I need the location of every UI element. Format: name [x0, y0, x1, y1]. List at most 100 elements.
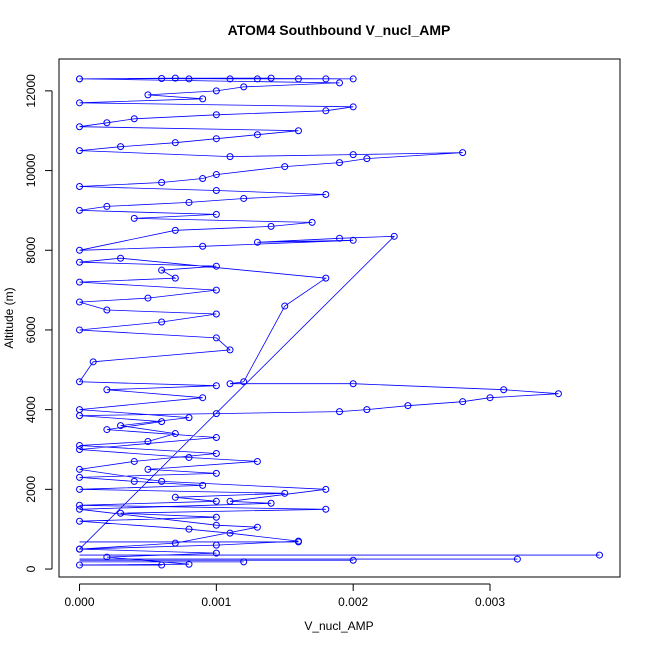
data-point: [76, 278, 84, 286]
data-point: [226, 153, 234, 161]
data-point: [294, 75, 302, 83]
data-point: [336, 234, 343, 242]
plot-frame: [58, 58, 621, 578]
data-point: [76, 442, 84, 450]
data-point: [212, 286, 220, 294]
data-point: [240, 558, 248, 566]
data-point: [185, 453, 193, 461]
data-point: [158, 561, 166, 569]
data-point: [89, 358, 97, 366]
data-point: [171, 274, 179, 282]
x-tick-label: 0.001: [201, 595, 231, 609]
data-point: [226, 75, 234, 83]
data-point: [336, 159, 343, 167]
x-tick-label: 0.003: [475, 595, 505, 609]
data-point: [226, 346, 234, 354]
data-point: [349, 380, 357, 388]
y-tick-label: 2000: [24, 476, 38, 503]
data-point: [212, 310, 220, 318]
data-point: [404, 402, 412, 410]
data-point: [103, 306, 111, 314]
data-point: [240, 83, 248, 91]
data-point: [144, 438, 152, 446]
data-point: [212, 469, 220, 477]
data-point: [336, 408, 343, 416]
data-point: [76, 485, 84, 493]
data-point: [117, 254, 125, 262]
data-point: [185, 525, 193, 533]
data-point: [171, 226, 179, 234]
data-point: [212, 382, 220, 390]
y-tick-label: 10000: [24, 154, 38, 188]
data-point: [130, 115, 138, 123]
data-point: [199, 95, 207, 103]
data-point: [253, 523, 261, 531]
data-point: [363, 406, 371, 414]
data-point: [294, 538, 302, 546]
data-point: [267, 499, 275, 507]
data-point: [226, 529, 234, 537]
data-point: [294, 127, 302, 135]
data-point: [349, 556, 357, 564]
y-tick-label: 0: [24, 565, 38, 572]
data-point: [336, 79, 343, 87]
data-point: [76, 505, 84, 513]
data-point: [322, 190, 330, 198]
data-point: [103, 202, 111, 210]
data-point: [322, 75, 330, 83]
data-point: [103, 426, 111, 434]
data-point: [212, 497, 220, 505]
data-point: [322, 485, 330, 493]
data-point: [185, 198, 193, 206]
data-point: [130, 214, 138, 222]
data-point: [199, 481, 207, 489]
data-point: [76, 517, 84, 525]
data-series: [76, 74, 603, 569]
data-point: [158, 318, 166, 326]
data-point: [76, 183, 84, 191]
x-axis: 0.000 0.001 0.002 0.003: [65, 583, 505, 609]
data-point: [103, 119, 111, 127]
data-point: [76, 298, 84, 306]
data-point: [171, 493, 179, 501]
y-tick-label: 12000: [24, 74, 38, 108]
data-point: [76, 501, 84, 509]
data-point: [144, 91, 152, 99]
data-point: [554, 390, 562, 398]
data-point: [595, 551, 603, 559]
data-point: [267, 222, 275, 230]
data-point: [212, 549, 220, 557]
data-point: [322, 505, 330, 513]
data-point: [76, 545, 84, 553]
data-point: [144, 294, 152, 302]
data-point: [349, 103, 357, 111]
data-point: [212, 262, 220, 270]
data-point: [212, 135, 220, 143]
data-point: [212, 171, 220, 179]
data-point: [158, 418, 166, 426]
data-point: [158, 477, 166, 485]
data-point: [253, 457, 261, 465]
data-point: [185, 414, 193, 422]
y-tick-label: 4000: [24, 396, 38, 423]
data-point: [322, 107, 330, 115]
data-point: [76, 465, 84, 473]
data-point: [226, 380, 234, 388]
data-point: [459, 149, 467, 157]
data-point: [76, 473, 84, 481]
data-point: [500, 386, 508, 394]
data-point: [130, 477, 138, 485]
data-point: [253, 131, 261, 139]
x-tick-label: 0.000: [65, 595, 95, 609]
data-point: [76, 246, 84, 254]
y-axis: 0 2000 4000 6000 8000 10000 12000: [24, 74, 53, 572]
data-point: [117, 143, 125, 151]
data-point: [76, 445, 84, 453]
data-point: [76, 147, 84, 155]
data-point: [349, 75, 357, 83]
data-point: [212, 186, 220, 194]
data-point: [212, 334, 220, 342]
data-point: [76, 378, 84, 386]
data-point: [390, 232, 398, 240]
